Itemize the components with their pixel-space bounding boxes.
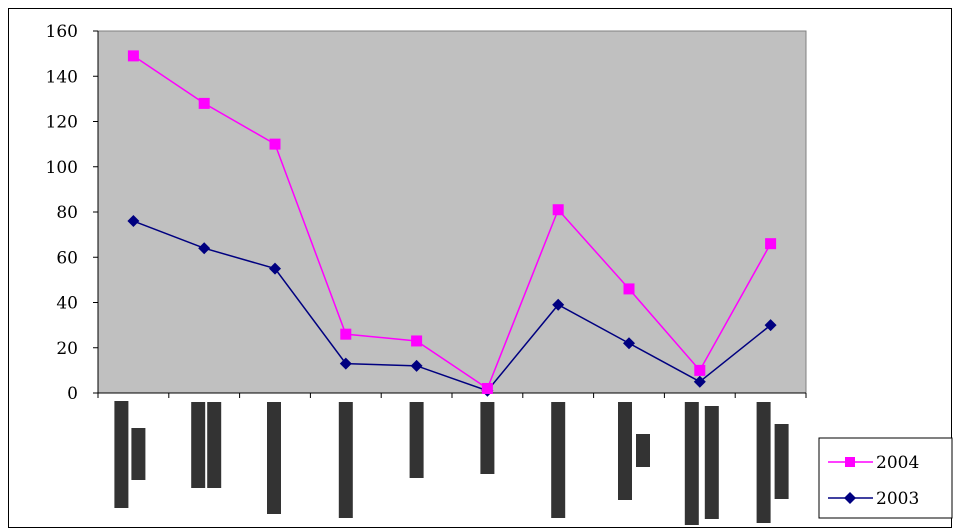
data-point-2004 — [623, 283, 635, 295]
category-label-8 — [618, 402, 632, 500]
data-point-2004 — [694, 364, 706, 376]
data-point-2003 — [552, 298, 565, 311]
series-line-2004 — [132, 55, 772, 390]
legend-marker-2004 — [845, 457, 855, 467]
data-point-2003 — [764, 319, 777, 332]
category-label-2 — [191, 402, 206, 488]
data-point-2004 — [552, 204, 564, 216]
data-point-2003 — [269, 262, 281, 275]
data-point-2004 — [269, 138, 281, 150]
category-labels — [114, 401, 789, 525]
category-label-2 — [207, 402, 222, 488]
data-point-2003 — [339, 357, 352, 370]
data-point-2003 — [198, 242, 211, 255]
category-label-4 — [338, 402, 353, 518]
series-layer — [127, 50, 777, 397]
y-tick-label: 80 — [56, 203, 78, 223]
data-point-2003 — [410, 359, 423, 372]
legend-marker-2003 — [844, 492, 856, 504]
data-point-2004 — [765, 238, 777, 250]
y-axis: 0 20 40 60 80 100 120 140 160 — [46, 22, 99, 404]
legend-box — [818, 437, 953, 519]
category-label-1 — [131, 428, 146, 480]
category-label-6 — [480, 402, 495, 474]
category-label-3 — [267, 402, 281, 514]
category-label-10 — [756, 402, 771, 523]
y-tick-label: 160 — [46, 22, 78, 42]
category-label-1 — [114, 401, 129, 508]
category-label-7 — [551, 402, 566, 518]
data-point-2003 — [127, 215, 140, 228]
y-tick-label: 40 — [56, 294, 78, 314]
data-point-2004 — [340, 328, 352, 340]
series-2003 — [127, 215, 777, 397]
y-tick-label: 140 — [46, 67, 78, 87]
data-point-2004 — [198, 97, 210, 109]
y-tick-label: 20 — [56, 339, 78, 359]
data-point-2004 — [411, 335, 423, 347]
data-point-2004 — [481, 382, 493, 394]
y-tick-label: 0 — [67, 384, 78, 404]
y-tick-label: 120 — [46, 113, 78, 133]
y-tick-label: 60 — [56, 248, 78, 268]
data-point-2004 — [127, 50, 139, 62]
category-label-10 — [774, 424, 789, 499]
legend-label-2004: 2004 — [876, 453, 919, 473]
data-point-2003 — [693, 375, 706, 388]
category-label-5 — [409, 402, 424, 478]
data-point-2003 — [623, 337, 635, 350]
series-2004 — [127, 50, 777, 394]
series-line-2003 — [133, 220, 772, 392]
legend: 2004 2003 — [818, 437, 953, 519]
category-label-9 — [684, 402, 699, 525]
y-tick-label: 100 — [46, 158, 78, 178]
category-label-9 — [704, 406, 719, 519]
legend-label-2003: 2003 — [876, 489, 919, 509]
category-label-8 — [636, 434, 650, 467]
plot-area — [97, 30, 807, 394]
x-axis — [97, 392, 807, 398]
